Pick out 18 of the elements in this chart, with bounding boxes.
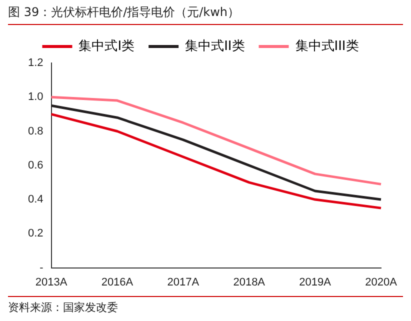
x-tick-label: 2019A <box>299 276 332 288</box>
y-tick-label: 1.0 <box>28 91 44 104</box>
y-tick-label: 0.6 <box>28 159 44 172</box>
x-tick-label: 2020A <box>365 276 398 288</box>
x-tick-label: 2018A <box>233 276 266 288</box>
y-tick-label: 0.4 <box>28 194 44 206</box>
chart-title: 图 39：光伏标杆电价/指导电价（元/kwh） <box>8 4 403 25</box>
legend-label: 集中式III类 <box>295 38 359 54</box>
text: 资料来源：国家发改委 <box>8 296 403 315</box>
legend-label: 集中式II类 <box>185 38 245 54</box>
y-tick-label: 1.2 <box>28 57 44 70</box>
legend-label: 集中式I类 <box>78 38 135 54</box>
y-tick-label: - <box>40 262 44 274</box>
x-tick-label: 2013A <box>35 276 68 288</box>
y-tick-label: 0.2 <box>28 228 44 240</box>
x-tick-label: 2016A <box>101 276 134 288</box>
x-tick-label: 2017A <box>167 276 200 288</box>
y-tick-label: 0.8 <box>28 125 44 138</box>
